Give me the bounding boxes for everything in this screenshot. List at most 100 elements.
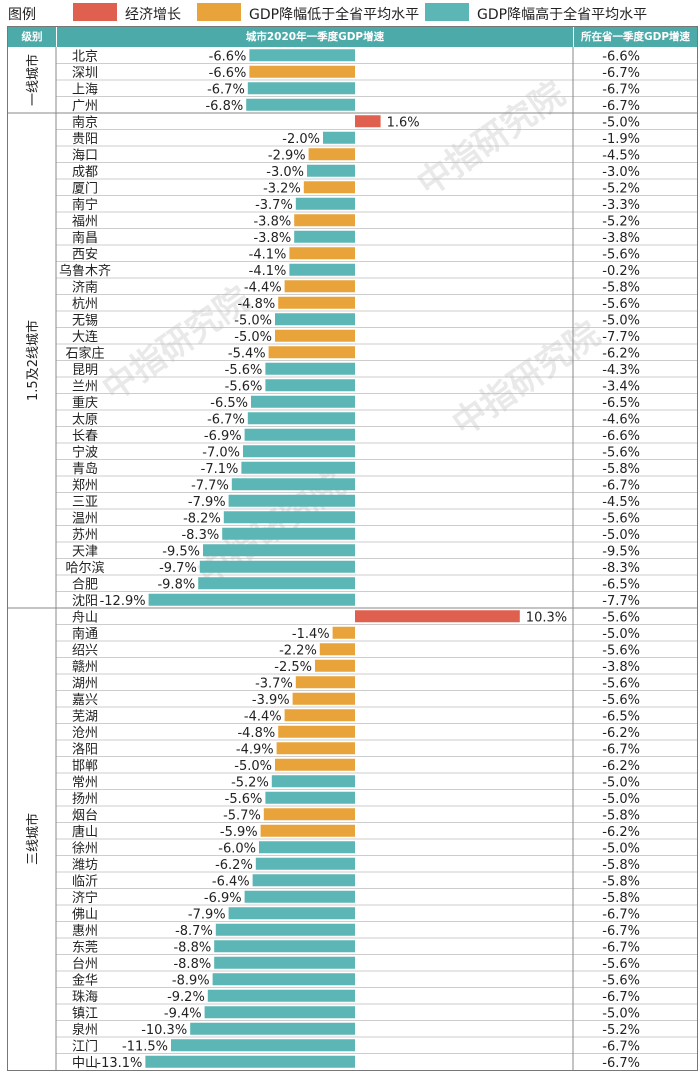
city-label: 湖州	[72, 676, 98, 691]
province-growth-label: -5.6%	[602, 693, 640, 708]
city-label: 广州	[72, 99, 98, 114]
gdp-bar	[251, 395, 355, 408]
province-growth-label: -5.8%	[602, 462, 640, 477]
header-divider	[573, 27, 574, 47]
province-growth-label: -5.6%	[602, 297, 640, 312]
header-tier: 级别	[21, 31, 43, 43]
city-label: 太原	[72, 412, 98, 427]
city-label: 石家庄	[65, 345, 104, 361]
value-label: -7.9%	[188, 907, 226, 922]
value-label: -6.4%	[212, 874, 250, 889]
city-label: 中山	[72, 1056, 98, 1071]
gdp-bar	[284, 280, 355, 293]
province-growth-label: -5.2%	[602, 214, 640, 229]
city-label: 海口	[72, 148, 98, 163]
value-label: -7.0%	[202, 445, 240, 460]
city-label: 洛阳	[72, 742, 98, 757]
province-growth-label: -6.5%	[602, 577, 640, 592]
city-label: 厦门	[72, 181, 98, 196]
value-label: -9.4%	[164, 1006, 202, 1021]
province-growth-label: -7.7%	[602, 594, 640, 609]
city-label: 南通	[72, 626, 98, 642]
gdp-bar	[198, 577, 355, 590]
gdp-bar	[148, 593, 355, 606]
city-label: 郑州	[72, 478, 98, 493]
gdp-bar	[190, 1022, 355, 1035]
city-label: 嘉兴	[72, 693, 98, 708]
province-growth-label: -5.0%	[602, 841, 640, 856]
value-label: -5.0%	[234, 759, 272, 774]
province-growth-label: -5.0%	[602, 313, 640, 328]
value-label: -5.2%	[231, 775, 269, 790]
city-label: 哈尔滨	[65, 560, 104, 576]
province-growth-label: -5.0%	[602, 528, 640, 543]
province-growth-label: -5.0%	[602, 792, 640, 807]
value-label: -3.9%	[252, 693, 290, 708]
province-growth-label: -5.8%	[602, 808, 640, 823]
gdp-bar	[241, 461, 355, 474]
watermark-text: 中指研究院	[410, 74, 572, 204]
value-label: 1.6%	[387, 115, 420, 130]
city-label: 南昌	[72, 230, 98, 246]
province-growth-label: -6.7%	[602, 1056, 640, 1071]
province-growth-label: -6.2%	[602, 726, 640, 741]
city-label: 宁波	[72, 444, 98, 460]
value-label: -5.0%	[234, 313, 272, 328]
province-growth-label: -7.7%	[602, 330, 640, 345]
city-label: 沈阳	[72, 594, 98, 609]
gdp-bar	[249, 65, 355, 78]
value-label: -4.1%	[249, 264, 287, 279]
value-label: -5.0%	[234, 330, 272, 345]
gdp-bar	[243, 445, 355, 458]
value-label: -6.9%	[204, 891, 242, 906]
value-label: -8.8%	[173, 957, 211, 972]
value-label: -5.6%	[225, 792, 263, 807]
gdp-bar	[332, 626, 355, 639]
gdp-bar	[228, 907, 355, 920]
value-label: -8.2%	[183, 511, 221, 526]
city-label: 无锡	[72, 313, 98, 328]
value-label: -9.5%	[162, 544, 200, 559]
gdp-bar	[203, 544, 355, 557]
gdp-bar	[275, 313, 355, 326]
city-label: 济宁	[72, 890, 98, 906]
city-label: 临沂	[72, 874, 98, 889]
province-growth-label: -5.2%	[602, 1023, 640, 1038]
city-label: 温州	[72, 511, 98, 526]
city-label: 泉州	[72, 1022, 98, 1038]
value-label: 10.3%	[526, 610, 567, 625]
gdp-bar	[295, 197, 355, 210]
legend-swatch-above-province	[425, 3, 469, 21]
city-label: 珠海	[72, 990, 98, 1005]
gdp-bar	[307, 164, 355, 177]
province-growth-label: -5.0%	[602, 1006, 640, 1021]
gdp-bar	[289, 247, 355, 260]
value-label: -2.9%	[268, 148, 306, 163]
city-label: 福州	[72, 214, 98, 229]
gdp-bar	[222, 527, 355, 540]
value-label: -6.0%	[218, 841, 256, 856]
value-label: -5.4%	[228, 346, 266, 361]
value-label: -6.7%	[207, 82, 245, 97]
city-label: 扬州	[72, 792, 98, 807]
gdp-bar	[268, 346, 355, 359]
city-label: 北京	[72, 49, 98, 64]
gdp-bar	[207, 989, 355, 1002]
province-growth-label: -9.5%	[602, 544, 640, 559]
province-growth-label: -6.7%	[602, 82, 640, 97]
gdp-bar	[308, 148, 355, 161]
gdp-bar	[215, 923, 355, 936]
value-label: -5.7%	[223, 808, 261, 823]
province-growth-label: -4.6%	[602, 412, 640, 427]
city-label: 苏州	[72, 527, 98, 543]
gdp-bar	[294, 214, 355, 227]
province-growth-label: -5.8%	[602, 280, 640, 295]
legend: 图例 经济增长 GDP降幅低于全省平均水平 GDP降幅高于全省平均水平	[0, 0, 700, 26]
province-growth-label: -5.6%	[602, 676, 640, 691]
province-growth-label: -5.8%	[602, 858, 640, 873]
value-label: -2.2%	[279, 643, 317, 658]
value-label: -13.1%	[96, 1056, 142, 1071]
city-label: 上海	[72, 82, 98, 97]
value-label: -6.2%	[215, 858, 253, 873]
gdp-bar	[244, 428, 355, 441]
